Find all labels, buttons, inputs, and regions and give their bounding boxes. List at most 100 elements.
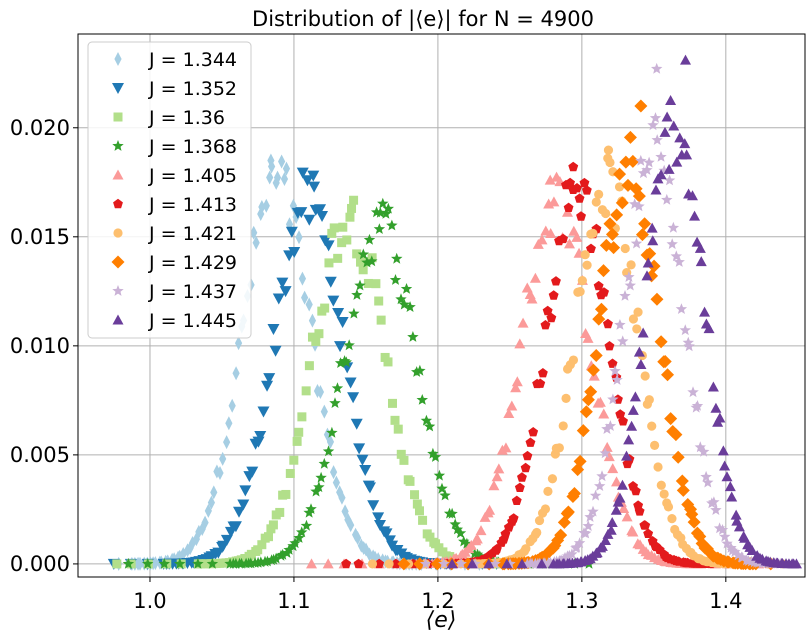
data-point bbox=[363, 482, 376, 494]
data-point bbox=[566, 548, 578, 560]
y-tick-label: 0.020 bbox=[10, 116, 70, 140]
y-tick-label: 0.000 bbox=[10, 552, 70, 576]
data-point bbox=[733, 521, 745, 532]
data-point bbox=[296, 526, 308, 538]
data-point bbox=[158, 557, 170, 569]
x-axis: 1.0 1.1 1.2 1.3 1.4 bbox=[133, 577, 743, 613]
data-point bbox=[522, 450, 533, 461]
data-point bbox=[283, 544, 295, 555]
data-point bbox=[461, 537, 473, 549]
data-point bbox=[584, 385, 598, 399]
data-point bbox=[601, 208, 611, 219]
data-point bbox=[647, 119, 659, 131]
data-point bbox=[414, 364, 426, 376]
data-point bbox=[649, 112, 662, 123]
data-point bbox=[614, 319, 626, 330]
data-point bbox=[351, 289, 363, 300]
data-point bbox=[694, 441, 706, 453]
data-point bbox=[357, 248, 369, 260]
data-point bbox=[675, 474, 689, 488]
data-point bbox=[538, 368, 548, 378]
data-point bbox=[700, 470, 712, 482]
data-point bbox=[219, 451, 227, 466]
data-point bbox=[293, 532, 305, 543]
data-point bbox=[567, 486, 581, 500]
data-point bbox=[641, 164, 653, 175]
data-point bbox=[329, 465, 338, 480]
data-point bbox=[668, 120, 680, 131]
plot-frame bbox=[77, 33, 806, 578]
data-point bbox=[536, 558, 548, 569]
data-point bbox=[353, 443, 366, 455]
data-point bbox=[269, 345, 282, 357]
data-point bbox=[540, 320, 551, 330]
data-point bbox=[610, 504, 622, 515]
data-point bbox=[471, 533, 483, 544]
data-point bbox=[354, 279, 366, 291]
data-point bbox=[589, 489, 602, 501]
data-point bbox=[599, 447, 611, 459]
data-point bbox=[656, 480, 666, 490]
data-point bbox=[311, 336, 321, 346]
data-point bbox=[699, 306, 711, 317]
data-point bbox=[558, 233, 568, 244]
data-point bbox=[404, 301, 416, 312]
data-point bbox=[589, 349, 603, 363]
data-point bbox=[586, 243, 596, 253]
data-point bbox=[301, 386, 311, 396]
data-point bbox=[604, 420, 617, 431]
data-point bbox=[675, 303, 688, 314]
data-point bbox=[617, 335, 629, 347]
plot-points bbox=[107, 54, 802, 571]
data-point bbox=[532, 527, 542, 538]
data-point bbox=[574, 193, 585, 203]
data-point bbox=[687, 515, 701, 529]
data-point bbox=[344, 377, 357, 389]
data-point bbox=[396, 449, 406, 459]
data-point bbox=[438, 557, 450, 569]
data-point bbox=[613, 167, 627, 181]
data-point bbox=[729, 546, 741, 557]
data-point bbox=[632, 324, 642, 334]
data-point bbox=[610, 208, 624, 222]
data-point bbox=[630, 237, 643, 249]
peak-point bbox=[347, 203, 357, 213]
data-point bbox=[540, 504, 551, 514]
data-point bbox=[790, 558, 802, 569]
data-point bbox=[301, 290, 309, 305]
data-point bbox=[305, 503, 317, 514]
data-point bbox=[642, 257, 654, 268]
data-point bbox=[603, 217, 617, 231]
data-point bbox=[663, 163, 675, 174]
data-point bbox=[386, 219, 398, 231]
series-6 bbox=[367, 145, 788, 569]
data-point bbox=[343, 339, 355, 351]
data-point bbox=[366, 255, 378, 267]
data-point bbox=[607, 358, 618, 368]
data-point bbox=[571, 231, 583, 242]
x-tick-label: 1.2 bbox=[421, 589, 454, 613]
data-point bbox=[484, 504, 496, 515]
data-point bbox=[285, 468, 295, 478]
data-point bbox=[363, 233, 376, 245]
data-point bbox=[399, 455, 409, 465]
data-point bbox=[429, 451, 442, 462]
data-point bbox=[257, 540, 267, 550]
data-point bbox=[380, 528, 393, 540]
data-point bbox=[220, 534, 233, 546]
data-point bbox=[340, 356, 352, 368]
peak-point bbox=[544, 174, 556, 185]
data-point bbox=[237, 499, 250, 511]
data-point bbox=[593, 280, 604, 291]
data-point bbox=[307, 170, 320, 182]
data-point bbox=[573, 454, 587, 468]
data-point bbox=[469, 557, 481, 569]
data-point bbox=[591, 197, 601, 207]
data-point bbox=[633, 200, 645, 212]
legend-marker bbox=[112, 285, 124, 296]
data-point bbox=[350, 418, 363, 430]
legend-label: J = 1.445 bbox=[148, 310, 237, 332]
x-tick-label: 1.0 bbox=[133, 589, 166, 613]
data-point bbox=[510, 382, 522, 393]
